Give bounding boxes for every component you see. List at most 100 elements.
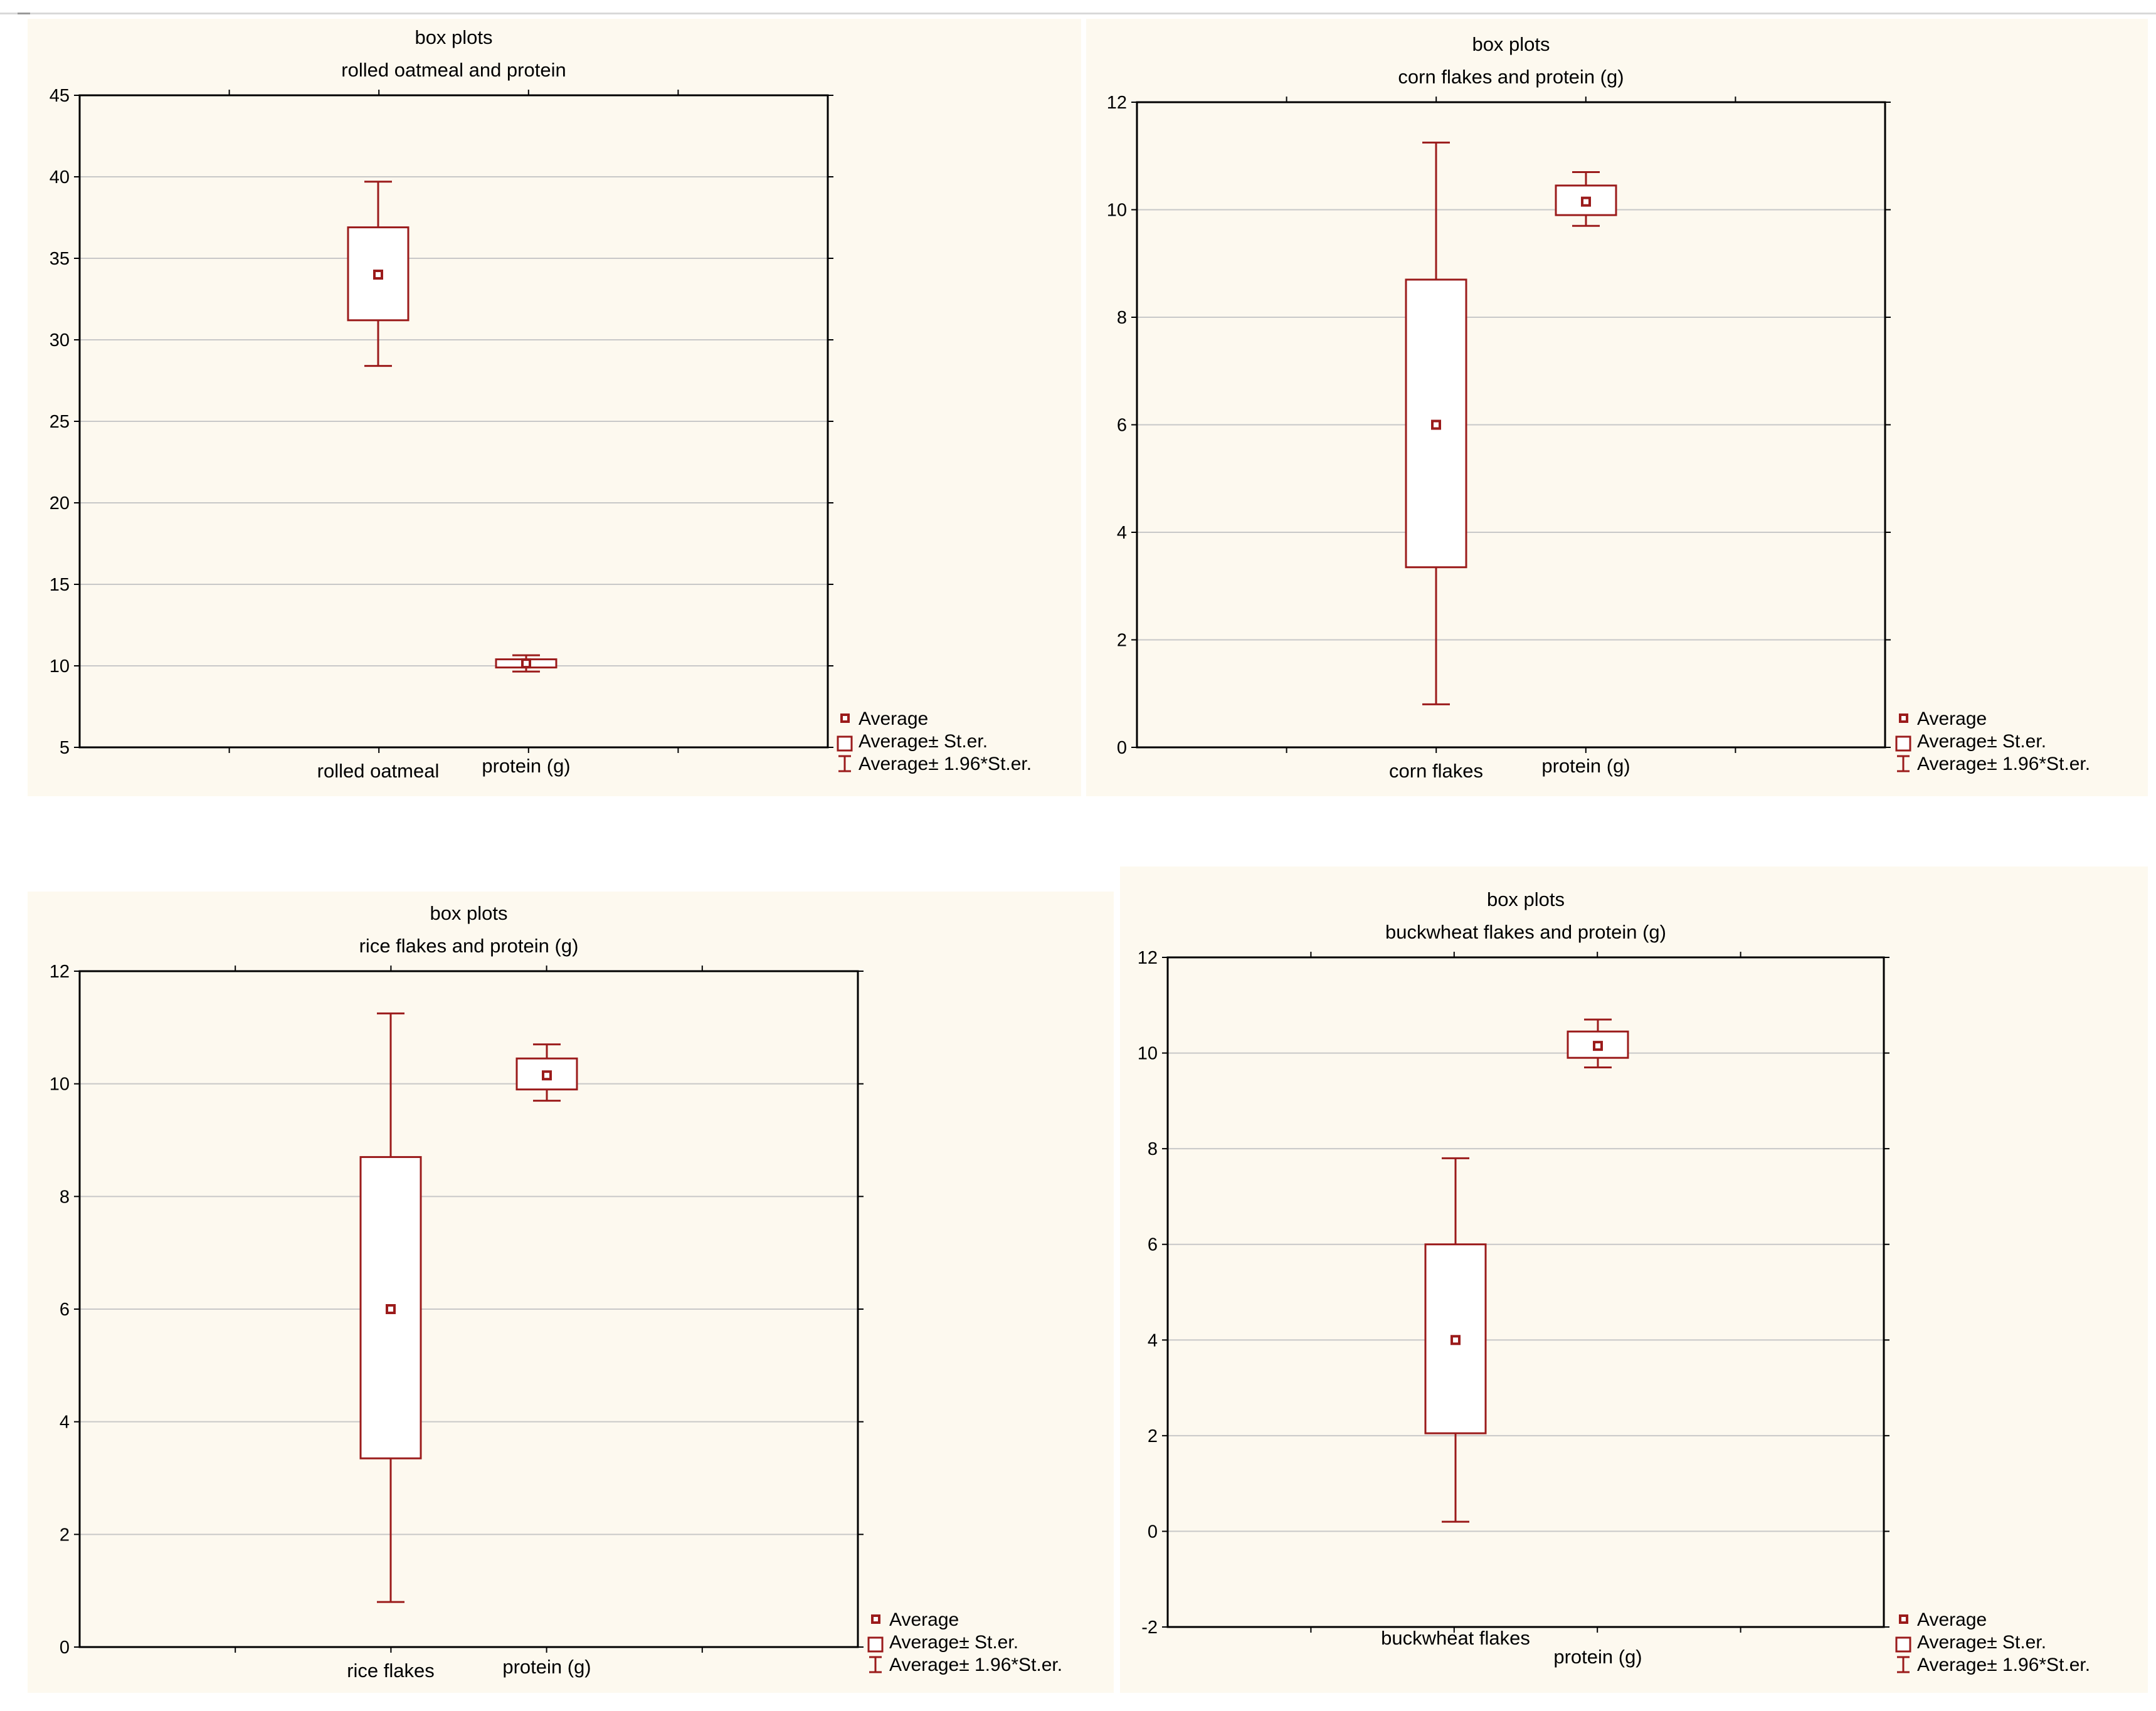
box-element-cereal	[347, 181, 410, 367]
y-tick-label: 4	[1117, 523, 1127, 543]
y-tick-label: 8	[1117, 308, 1127, 328]
y-tick-label: 2	[1148, 1426, 1158, 1446]
chart-subtitle: rolled oatmeal and protein	[341, 59, 566, 81]
chart-panel-oatmeal: box plots rolled oatmeal and protein 5 10 15…	[28, 19, 1081, 796]
chart-title: box plots	[1472, 33, 1550, 55]
legend-mean-marker	[1899, 713, 1908, 723]
box-plot-svg: box plots rice flakes and protein (g) 0 2 4 6…	[50, 902, 1062, 1682]
y-tick-label: 10	[1107, 201, 1127, 221]
mean-marker	[1451, 1335, 1461, 1345]
y-tick-label: 10	[1138, 1044, 1158, 1064]
legend-se-label: Average± St.er.	[859, 731, 988, 752]
y-tick-label: 10	[50, 1075, 70, 1095]
y-tick-label: 25	[50, 412, 70, 432]
legend-ci-label: Average± 1.96*St.er.	[859, 754, 1032, 774]
plot-frame	[78, 94, 829, 749]
y-tick-label: 15	[50, 575, 70, 595]
chart-panel-buckwheat: box plots buckwheat flakes and protein (g…	[1120, 866, 2148, 1693]
legend-se-label: Average± St.er.	[1917, 1632, 2046, 1653]
y-tick-label: 12	[50, 962, 70, 982]
box-element-protein	[495, 654, 557, 673]
mean-marker	[1581, 196, 1591, 207]
chart-title: box plots	[430, 902, 507, 924]
plot-frame	[78, 970, 859, 1648]
mean-marker	[1431, 419, 1441, 430]
y-tick-label: 12	[1107, 93, 1127, 113]
y-tick-label: 10	[50, 656, 70, 677]
legend-se-label: Average± St.er.	[1917, 731, 2046, 752]
plot-frame	[1136, 101, 1886, 749]
box-element-cereal	[359, 1012, 422, 1603]
legend-ci-label: Average± 1.96*St.er.	[1917, 754, 2090, 774]
y-tick-label: 6	[60, 1300, 70, 1320]
box-element-cereal	[1405, 141, 1467, 705]
legend-ci-label: Average± 1.96*St.er.	[1917, 1655, 2090, 1675]
legend-average-label: Average	[859, 708, 928, 729]
x-category-label: corn flakes	[1389, 760, 1483, 782]
legend-average-label: Average	[1917, 1609, 1987, 1630]
chart-subtitle: rice flakes and protein (g)	[359, 935, 579, 957]
legend-se-box	[1895, 1636, 1911, 1653]
y-tick-label: 4	[1148, 1330, 1158, 1350]
y-tick-label: 35	[50, 249, 70, 269]
y-tick-label: 20	[50, 493, 70, 513]
box-element-protein	[1567, 1018, 1629, 1068]
chart-title: box plots	[415, 26, 492, 48]
box-plot-svg: box plots buckwheat flakes and protein (g…	[1138, 888, 2090, 1675]
chart-subtitle: buckwheat flakes and protein (g)	[1385, 921, 1666, 943]
x-category-label: protein (g)	[482, 755, 570, 777]
legend-mean-marker	[871, 1614, 880, 1624]
x-category-label: protein (g)	[1541, 755, 1630, 777]
mean-marker	[1593, 1041, 1603, 1051]
y-tick-label: 4	[60, 1413, 70, 1433]
legend-mean-marker	[840, 713, 850, 723]
y-tick-label: 12	[1138, 948, 1158, 968]
y-tick-label: 6	[1117, 416, 1127, 436]
chart-panel-rice: box plots rice flakes and protein (g) 0 2 4 6…	[28, 892, 1114, 1693]
box-plot-svg: box plots corn flakes and protein (g) 0 2 4 6…	[1107, 33, 2090, 782]
x-category-label: protein (g)	[1553, 1646, 1642, 1668]
x-category-label: rice flakes	[347, 1660, 435, 1682]
corner-mark	[18, 13, 30, 14]
legend-average-label: Average	[1917, 708, 1987, 729]
y-tick-label: 6	[1148, 1235, 1158, 1255]
mean-marker	[542, 1070, 552, 1081]
box-plot-svg: box plots rolled oatmeal and protein 5 10 15…	[50, 26, 1032, 782]
legend-average-label: Average	[889, 1609, 959, 1630]
y-tick-label: -2	[1141, 1618, 1158, 1638]
legend-ci-label: Average± 1.96*St.er.	[889, 1655, 1062, 1675]
mean-marker	[373, 270, 383, 280]
plot-frame	[1166, 956, 1885, 1628]
se-box	[515, 1057, 578, 1091]
chart-title: box plots	[1487, 888, 1565, 910]
box-element-cereal	[1424, 1157, 1487, 1523]
legend-se-box	[867, 1636, 884, 1653]
y-tick-label: 0	[1148, 1522, 1158, 1542]
y-tick-label: 5	[60, 738, 70, 758]
y-tick-label: 2	[60, 1525, 70, 1545]
x-category-label: buckwheat flakes	[1381, 1627, 1530, 1649]
mean-marker	[386, 1304, 396, 1314]
y-tick-label: 8	[60, 1187, 70, 1207]
y-tick-label: 0	[60, 1638, 70, 1658]
box-element-protein	[1555, 171, 1617, 227]
y-tick-label: 45	[50, 86, 70, 106]
y-tick-label: 40	[50, 167, 70, 187]
chart-subtitle: corn flakes and protein (g)	[1398, 66, 1624, 88]
x-category-label: rolled oatmeal	[317, 760, 440, 782]
box-element-protein	[515, 1043, 578, 1102]
y-tick-label: 2	[1117, 631, 1127, 651]
y-tick-label: 0	[1117, 738, 1127, 758]
y-tick-label: 30	[50, 330, 70, 350]
y-tick-label: 8	[1148, 1139, 1158, 1159]
top-divider	[0, 13, 2156, 14]
legend-se-label: Average± St.er.	[889, 1632, 1018, 1653]
legend-mean-marker	[1899, 1614, 1908, 1624]
chart-panel-corn: box plots corn flakes and protein (g) 0 2 4 6…	[1086, 19, 2148, 796]
mean-marker	[521, 658, 531, 669]
legend-se-box	[1895, 735, 1911, 752]
